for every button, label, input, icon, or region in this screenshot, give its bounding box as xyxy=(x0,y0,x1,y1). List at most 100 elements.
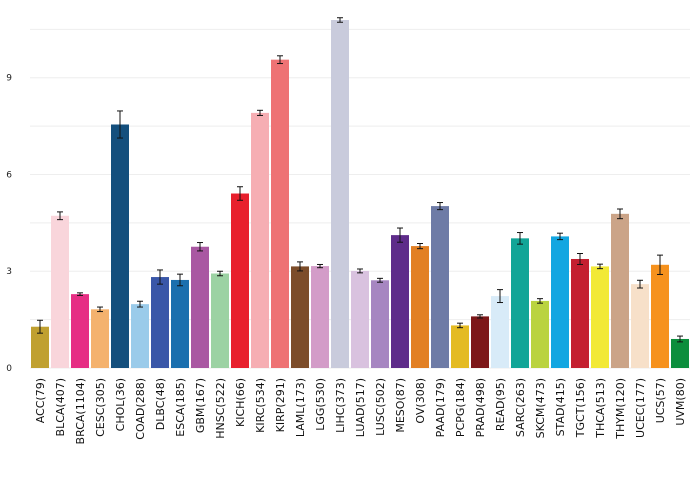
bar-lusc xyxy=(371,280,389,368)
bar-thca xyxy=(591,266,609,368)
bar-stad xyxy=(551,236,569,368)
error-bars xyxy=(37,17,683,343)
bar-kirc xyxy=(251,112,269,369)
error-bar xyxy=(177,273,183,287)
bar-paad xyxy=(431,206,449,368)
error-bar xyxy=(617,208,623,220)
x-tick-label: PCPG(184) xyxy=(454,378,467,437)
error-bar xyxy=(37,319,43,334)
error-bar xyxy=(657,254,663,275)
x-tick-label: READ(95) xyxy=(494,378,507,431)
x-tick-label: ESCA(185) xyxy=(174,378,187,437)
bar-lgg xyxy=(311,266,329,368)
y-tick-label: 9 xyxy=(6,74,12,84)
x-tick-label: DLBC(48) xyxy=(154,378,167,430)
error-bar xyxy=(437,202,443,211)
error-bar xyxy=(277,55,283,65)
bar-brca xyxy=(71,294,89,368)
y-axis-tick-labels: 0 3 6 9 xyxy=(6,74,12,374)
error-bar xyxy=(357,268,363,274)
bar-coad xyxy=(131,304,149,368)
error-bar xyxy=(417,243,423,250)
error-bar xyxy=(577,253,583,265)
x-tick-label: BLCA(407) xyxy=(54,378,67,436)
bar-tgct xyxy=(571,258,589,368)
x-tick-label: LGG(530) xyxy=(314,378,327,431)
x-tick-label: KIRP(291) xyxy=(274,378,287,432)
bar-esca xyxy=(171,279,189,368)
error-bar xyxy=(397,227,403,243)
bar-kirp xyxy=(271,59,289,369)
error-bar xyxy=(77,292,83,296)
bar-gbm xyxy=(191,246,209,368)
bar-lihc xyxy=(331,19,349,368)
x-tick-label: COAD(288) xyxy=(134,378,147,440)
x-tick-label: KICH(66) xyxy=(234,378,247,427)
error-bar xyxy=(157,269,163,285)
bar-prad xyxy=(471,316,489,368)
error-bar xyxy=(97,306,103,313)
bar-acc xyxy=(31,326,49,368)
bar-meso xyxy=(391,235,409,368)
x-tick-label: UCS(57) xyxy=(654,378,667,423)
bar-kich xyxy=(231,193,249,368)
x-tick-label: BRCA(1104) xyxy=(74,378,87,444)
error-bar xyxy=(457,322,463,329)
error-bar xyxy=(317,263,323,269)
bar-cesc xyxy=(91,309,109,368)
error-bar xyxy=(337,17,343,23)
bar-hnsc xyxy=(211,273,229,368)
error-bar xyxy=(557,232,563,241)
x-tick-label: KIRC(534) xyxy=(254,378,267,433)
error-bar xyxy=(57,211,63,221)
x-tick-label: CESC(305) xyxy=(94,378,107,437)
x-tick-label: UVM(80) xyxy=(674,378,687,426)
x-tick-label: TGCT(156) xyxy=(574,378,587,438)
bar-pcpg xyxy=(451,325,469,368)
error-bar xyxy=(217,270,223,277)
error-bar xyxy=(117,110,123,139)
y-tick-label: 3 xyxy=(6,267,12,277)
error-bar xyxy=(137,300,143,308)
error-bar xyxy=(537,298,543,304)
x-tick-label: CHOL(36) xyxy=(114,378,127,431)
y-tick-label: 6 xyxy=(6,170,12,180)
bar-chol xyxy=(111,124,129,368)
bars xyxy=(31,19,689,369)
bar-uvm xyxy=(671,338,689,368)
error-bar xyxy=(497,289,503,304)
x-tick-label: LAML(173) xyxy=(294,378,307,437)
x-tick-label: SARC(263) xyxy=(514,378,527,437)
bar-read xyxy=(491,296,509,368)
bar-ov xyxy=(411,246,429,368)
x-tick-label: SKCM(473) xyxy=(534,378,547,438)
x-tick-label: LIHC(373) xyxy=(334,378,347,433)
x-tick-label: PRAD(498) xyxy=(474,378,487,437)
x-tick-label: GBM(167) xyxy=(194,378,207,433)
bar-dlbc xyxy=(151,277,169,368)
bar-skcm xyxy=(531,300,549,368)
x-tick-label: THYM(120) xyxy=(614,378,627,440)
error-bar xyxy=(377,277,383,283)
bar-laml xyxy=(291,266,309,368)
error-bar xyxy=(197,242,203,252)
x-tick-label: OV(308) xyxy=(414,378,427,424)
x-tick-label: ACC(79) xyxy=(34,378,47,423)
error-bar xyxy=(237,186,243,201)
error-bar xyxy=(637,279,643,289)
x-tick-label: LUSC(502) xyxy=(374,378,387,436)
error-bar xyxy=(257,109,263,116)
bar-ucec xyxy=(631,284,649,368)
x-axis-tick-labels: ACC(79) BLCA(407) BRCA(1104) CESC(305) CHOL(… xyxy=(34,378,687,444)
x-tick-label: THCA(513) xyxy=(594,378,607,439)
x-tick-label: LUAD(517) xyxy=(354,378,367,437)
error-bar xyxy=(677,335,683,343)
error-bar xyxy=(477,314,483,319)
x-tick-label: HNSC(522) xyxy=(214,378,227,439)
x-tick-label: UCEC(177) xyxy=(634,378,647,438)
error-bar xyxy=(517,232,523,245)
bar-thym xyxy=(611,213,629,368)
bar-sarc xyxy=(511,238,529,368)
bar-ucs xyxy=(651,264,669,368)
